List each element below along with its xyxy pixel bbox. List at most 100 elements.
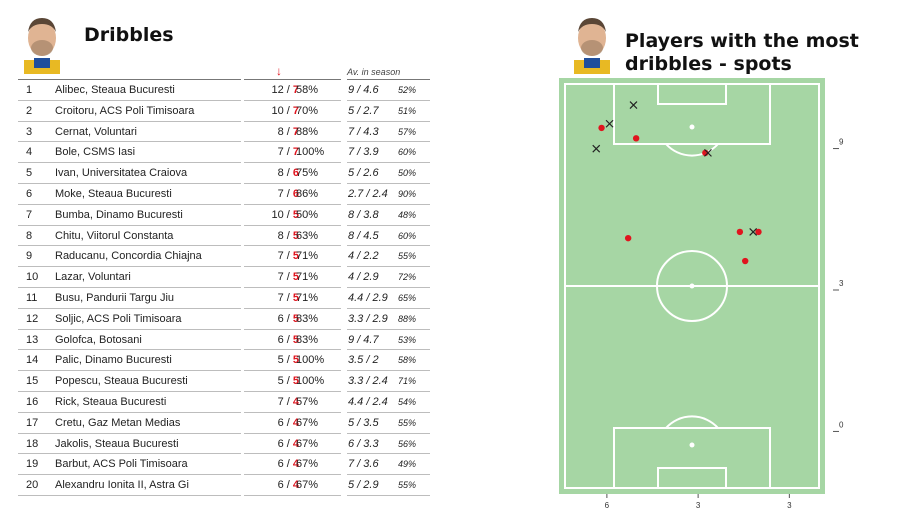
sort-arrow-icon[interactable]: ↓	[276, 64, 282, 78]
x-tick-label: 6	[605, 501, 610, 510]
season-average: 7 / 3.9	[348, 146, 379, 159]
season-percent: 50%	[398, 168, 417, 179]
dribble-point	[632, 135, 640, 142]
ratio-separator: /	[283, 479, 293, 492]
ratio-separator: /	[283, 375, 293, 388]
dribble-success: 5	[292, 250, 299, 263]
table-row: 11 Busu, Pandurii Targu Jiu 7 / 5 71% 4.4 / …	[18, 288, 438, 309]
ratio-separator: /	[283, 125, 293, 138]
dribble-total: 10	[271, 104, 284, 117]
dribble-total: 7	[277, 146, 284, 159]
row-divider	[244, 453, 341, 455]
rank: 15	[26, 375, 39, 388]
success-percent: 58%	[296, 84, 319, 96]
dribble-ratio: 7 / 4	[244, 396, 299, 408]
success-percent: 88%	[296, 125, 319, 138]
success-percent: 71%	[296, 250, 319, 263]
row-divider	[244, 370, 341, 372]
dribble-cross	[592, 144, 601, 153]
ratio-separator: /	[283, 208, 293, 221]
x-tick-label: 3	[696, 501, 701, 510]
dribble-success: 6	[292, 187, 299, 200]
row-divider	[18, 432, 241, 434]
dribble-point	[755, 228, 762, 236]
ratio-separator: /	[283, 187, 293, 200]
season-average: 4 / 2.9	[348, 271, 379, 284]
ratio-separator: /	[283, 458, 293, 471]
row-divider	[244, 286, 341, 288]
row-divider	[18, 203, 241, 205]
rank: 5	[26, 167, 33, 180]
dribble-point	[598, 124, 605, 132]
row-divider	[18, 120, 241, 122]
success-percent: 57%	[296, 395, 319, 408]
season-average: 3.3 / 2.4	[348, 375, 388, 388]
season-average: 5 / 2.6	[348, 167, 379, 180]
row-divider	[18, 162, 241, 164]
row-divider	[18, 286, 241, 288]
player-name: Alibec, Steaua Bucuresti	[55, 84, 175, 96]
season-average: 5 / 2.9	[348, 479, 379, 492]
rank: 14	[26, 354, 39, 367]
season-percent: 55%	[398, 480, 417, 491]
dribble-success: 7	[292, 84, 299, 96]
row-divider	[244, 203, 341, 205]
rank: 19	[26, 458, 39, 471]
player-name: Palic, Dinamo Bucuresti	[55, 354, 172, 367]
row-divider	[244, 141, 341, 143]
rank: 2	[26, 104, 33, 117]
rank: 17	[26, 416, 39, 429]
dribble-total: 6	[277, 333, 284, 346]
table-row: 18 Jakolis, Steaua Bucuresti 6 / 4 67% 6 / 3…	[18, 434, 438, 455]
ratio-separator: /	[283, 271, 293, 284]
player-name: Ivan, Universitatea Craiova	[55, 167, 188, 180]
season-percent: 57%	[398, 126, 417, 137]
success-percent: 100%	[296, 146, 325, 159]
success-percent: 63%	[296, 229, 319, 242]
center-circle	[656, 250, 728, 322]
season-percent: 52%	[398, 85, 417, 95]
y-tick-label: 3	[839, 279, 844, 288]
row-divider	[347, 182, 430, 184]
row-divider	[347, 390, 430, 392]
dribble-ratio: 7 / 6	[244, 188, 299, 200]
dribble-ratio: 5 / 5	[244, 354, 299, 366]
dribble-cross	[605, 119, 614, 128]
player-name: Croitoru, ACS Poli Timisoara	[55, 104, 195, 117]
row-divider	[347, 411, 430, 413]
dribble-success: 5	[292, 208, 299, 221]
season-average: 4.4 / 2.4	[348, 395, 388, 408]
dribble-total: 8	[277, 229, 284, 242]
table-row: 1 Alibec, Steaua Bucuresti 12 / 7 58% 9 / 4.…	[18, 80, 438, 101]
row-divider	[347, 328, 430, 330]
success-percent: 70%	[296, 104, 319, 117]
dribble-total: 7	[277, 291, 284, 304]
dribble-ratio: 6 / 4	[244, 458, 299, 470]
dribble-total: 6	[277, 458, 284, 471]
dribble-success: 4	[292, 479, 299, 492]
dribble-success: 6	[292, 167, 299, 180]
table-row: 20 Alexandru Ionita II, Astra Gi 6 / 4 67% 5…	[18, 475, 438, 496]
season-average: 8 / 3.8	[348, 208, 379, 221]
ratio-separator: /	[283, 250, 293, 263]
dribble-success: 5	[292, 354, 299, 367]
season-average: 4.4 / 2.9	[348, 291, 388, 304]
season-percent: 55%	[398, 417, 417, 428]
row-divider	[244, 266, 341, 268]
dribble-total: 6	[277, 479, 284, 492]
season-average: 6 / 3.3	[348, 437, 379, 450]
table-row: 5 Ivan, Universitatea Craiova 8 / 6 75% 5 / …	[18, 163, 438, 184]
dribble-total: 8	[277, 167, 284, 180]
rank: 1	[26, 84, 33, 96]
row-divider	[244, 182, 341, 184]
player-name: Busu, Pandurii Targu Jiu	[55, 291, 175, 304]
ratio-separator: /	[283, 354, 293, 367]
goal-area-bottom	[657, 467, 727, 489]
success-percent: 100%	[296, 354, 325, 367]
player-name: Golofca, Botosani	[55, 333, 142, 346]
player-name: Soljic, ACS Poli Timisoara	[55, 312, 182, 325]
dribble-total: 7	[277, 395, 284, 408]
season-percent: 54%	[398, 396, 417, 407]
row-divider	[347, 370, 430, 372]
axis-ticks: 6 3 3 9 3 0	[605, 138, 844, 510]
